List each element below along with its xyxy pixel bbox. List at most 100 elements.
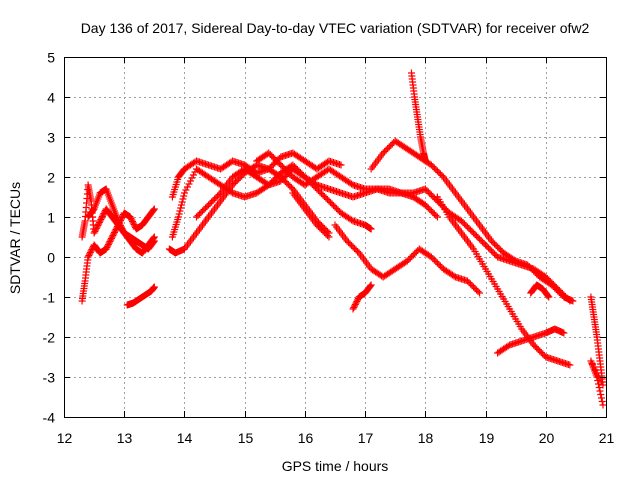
data-point xyxy=(129,219,137,227)
data-point xyxy=(286,182,294,190)
data-point xyxy=(594,377,602,384)
data-point xyxy=(129,218,137,225)
data-point xyxy=(205,201,213,209)
data-point xyxy=(206,200,214,207)
data-point xyxy=(367,281,375,289)
data-point xyxy=(598,398,606,405)
data-point xyxy=(534,346,542,353)
series-arc-c xyxy=(84,185,158,253)
data-point xyxy=(182,186,190,194)
data-point xyxy=(388,140,396,148)
data-point xyxy=(275,160,283,167)
data-point xyxy=(569,297,577,305)
x-tick-label: 21 xyxy=(599,430,615,446)
series-arc-p xyxy=(494,325,568,357)
data-point xyxy=(462,222,470,229)
data-point xyxy=(104,241,112,248)
data-point xyxy=(230,180,238,187)
data-point xyxy=(548,281,556,289)
data-point xyxy=(95,219,103,226)
data-point xyxy=(150,205,158,213)
y-tick-label: 0 xyxy=(47,250,55,266)
data-point xyxy=(89,206,97,214)
data-point xyxy=(274,172,282,180)
data-point xyxy=(471,285,479,292)
data-point xyxy=(233,177,241,184)
data-point xyxy=(284,181,292,188)
data-point xyxy=(316,188,324,196)
data-point xyxy=(430,210,438,218)
data-point xyxy=(467,280,474,288)
data-point xyxy=(272,157,280,164)
data-point xyxy=(525,263,533,270)
data-point xyxy=(385,143,393,151)
data-point xyxy=(531,269,539,276)
data-point xyxy=(457,217,465,225)
data-point xyxy=(485,244,493,252)
data-point xyxy=(269,154,277,161)
x-tick-label: 17 xyxy=(358,430,374,446)
data-point xyxy=(349,305,357,313)
y-tick-label: 5 xyxy=(47,50,55,66)
data-point xyxy=(465,225,473,232)
data-point xyxy=(175,210,183,218)
data-point xyxy=(92,226,100,234)
data-point xyxy=(98,213,106,220)
data-point xyxy=(283,167,291,175)
x-tick-label: 14 xyxy=(177,430,193,446)
data-point xyxy=(235,175,243,183)
data-point xyxy=(545,293,553,301)
data-point xyxy=(486,246,494,253)
data-point xyxy=(189,171,197,179)
data-point xyxy=(328,200,336,208)
data-point xyxy=(265,165,273,173)
data-point xyxy=(102,245,110,253)
data-point xyxy=(429,255,437,262)
data-point xyxy=(115,219,123,226)
series-arc-f xyxy=(168,149,345,201)
data-point xyxy=(317,226,325,233)
data-point xyxy=(366,282,374,290)
data-point xyxy=(286,170,294,178)
data-point xyxy=(536,347,544,355)
data-point xyxy=(491,250,499,258)
data-point xyxy=(174,213,182,221)
x-axis-ticks: 12 13 14 15 16 17 18 19 20 21 xyxy=(57,57,615,446)
data-point xyxy=(331,203,339,211)
data-point xyxy=(110,230,118,238)
data-point xyxy=(430,256,438,264)
data-point xyxy=(482,241,490,249)
y-tick-label: -1 xyxy=(43,290,56,306)
data-point xyxy=(566,361,574,369)
data-point xyxy=(105,239,113,247)
data-point xyxy=(90,229,98,237)
y-tick-label: -2 xyxy=(43,330,56,346)
data-point xyxy=(421,185,429,193)
data-point xyxy=(596,387,604,395)
data-point xyxy=(118,225,126,232)
x-tick-label: 16 xyxy=(298,430,314,446)
data-point xyxy=(474,288,482,295)
data-point xyxy=(597,394,605,402)
series-arc-l xyxy=(349,281,375,313)
data-point xyxy=(436,170,444,178)
data-point xyxy=(313,221,321,229)
data-point xyxy=(320,193,328,200)
data-point xyxy=(409,251,417,259)
data-point xyxy=(436,262,444,270)
data-point xyxy=(354,248,362,255)
data-point xyxy=(427,253,435,261)
series-arc-q xyxy=(527,281,553,301)
data-point xyxy=(277,161,285,169)
data-point xyxy=(215,191,223,198)
data-point xyxy=(107,235,115,242)
data-point xyxy=(334,206,342,214)
data-point xyxy=(323,232,331,239)
data-point xyxy=(278,176,286,183)
data-point xyxy=(284,169,292,176)
data-point xyxy=(280,164,288,172)
data-point xyxy=(497,246,505,254)
data-point xyxy=(178,198,186,206)
data-point xyxy=(109,232,117,239)
